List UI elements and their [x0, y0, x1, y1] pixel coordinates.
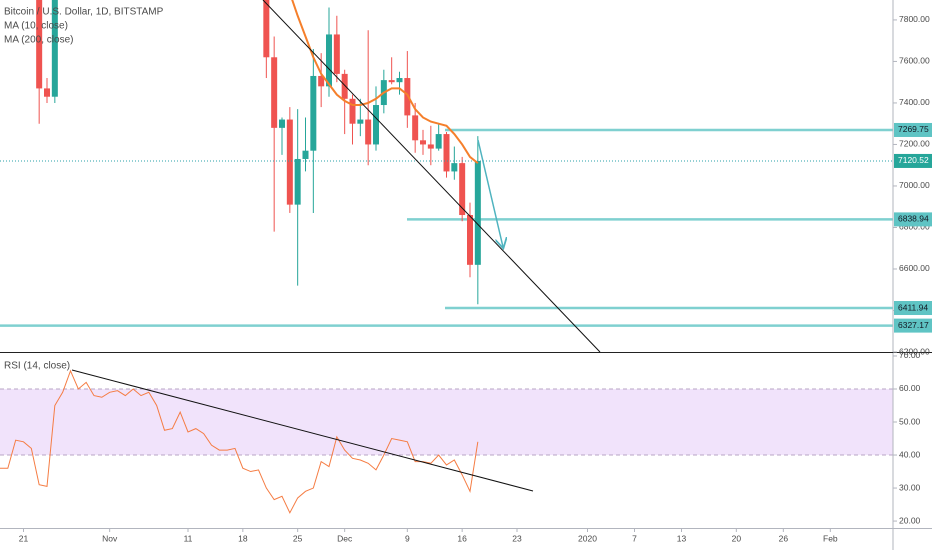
candle-body — [263, 0, 270, 58]
candle-body — [412, 115, 419, 141]
candle-body — [349, 98, 356, 124]
level-label-box — [894, 318, 932, 333]
level-label: 7269.75 — [898, 124, 929, 134]
candle-body — [44, 88, 50, 97]
projection-arrow — [477, 139, 503, 247]
rsi-band — [0, 388, 893, 456]
chart-title: Bitcoin / U.S. Dollar, 1D, BITSTAMP — [4, 7, 164, 18]
y-tick-label: 20.00 — [899, 515, 921, 525]
x-tick-label: 26 — [779, 533, 789, 543]
candle-body — [302, 150, 309, 159]
candle-body — [396, 78, 403, 83]
x-tick-label: 9 — [405, 533, 410, 543]
candle-body — [474, 160, 481, 265]
candle-body — [388, 80, 395, 83]
candle-body — [326, 34, 332, 87]
y-tick-label: 7000.00 — [899, 180, 930, 190]
level-label: 6838.94 — [898, 214, 929, 224]
x-tick-label: 2020 — [578, 533, 597, 543]
candle-body — [427, 144, 434, 149]
x-tick-label: Feb — [823, 533, 838, 543]
last-price-label: 7120.52 — [898, 155, 929, 165]
y-tick-label: 7200.00 — [899, 139, 930, 149]
x-tick-label: 21 — [19, 533, 29, 543]
y-tick-label: 7600.00 — [899, 56, 930, 66]
last-price-box — [894, 153, 932, 168]
y-tick-label: 7800.00 — [899, 14, 930, 24]
candle-body — [467, 215, 473, 265]
level-label: 6411.94 — [898, 302, 928, 312]
y-tick-label: 30.00 — [899, 482, 921, 492]
y-tick-label: 7400.00 — [899, 97, 930, 107]
candle-body — [341, 73, 348, 99]
rsi-title: RSI (14, close) — [4, 361, 70, 372]
x-tick-label: 11 — [184, 533, 193, 543]
candle-body — [435, 134, 442, 149]
y-tick-label: 70.00 — [899, 350, 921, 360]
y-tick-label: 40.00 — [899, 449, 921, 459]
x-tick-label: 16 — [457, 533, 467, 543]
candle-body — [36, 0, 43, 89]
x-tick-label: 18 — [238, 533, 248, 543]
level-label-box — [894, 212, 932, 227]
candle-body — [318, 75, 325, 87]
x-tick-label: Nov — [102, 533, 118, 543]
candle-body — [443, 134, 450, 172]
candle-body — [51, 0, 58, 97]
candle-body — [373, 105, 379, 145]
candle-body — [271, 57, 278, 128]
series-line — [291, 0, 479, 164]
x-tick-label: 20 — [732, 533, 742, 543]
rsi-pane — [0, 369, 893, 514]
candle-body — [279, 119, 285, 128]
y-tick-label: 6600.00 — [899, 263, 930, 273]
y-tick-label: 50.00 — [899, 416, 921, 426]
series-line — [0, 369, 479, 514]
x-tick-label: 7 — [632, 533, 637, 543]
candle-body — [333, 34, 340, 74]
y-tick-label: 60.00 — [899, 383, 921, 393]
level-label: 6327.17 — [898, 320, 929, 330]
x-tick-label: Dec — [337, 533, 353, 543]
level-label-box — [894, 301, 932, 316]
y-tick-label: 6200.00 — [899, 346, 930, 356]
level-label-box — [894, 122, 932, 137]
candle-body — [451, 163, 458, 172]
legend-entry: MA (10, close) — [4, 21, 68, 32]
candle-body — [365, 119, 372, 145]
price-trendline — [262, 0, 601, 353]
legend-entry: MA (200, close) — [4, 35, 73, 46]
rsi-trendline — [71, 369, 534, 492]
price-pane — [0, 0, 893, 327]
candle-body — [357, 119, 364, 124]
candle-body — [310, 75, 317, 151]
candle-body — [420, 140, 426, 145]
candle-body — [459, 163, 466, 216]
y-tick-label: 6800.00 — [899, 222, 930, 232]
x-tick-label: 25 — [293, 533, 303, 543]
candle-body — [286, 119, 293, 205]
candle-body — [294, 158, 301, 205]
x-tick-label: 13 — [677, 533, 687, 543]
x-tick-label: 23 — [512, 533, 522, 543]
